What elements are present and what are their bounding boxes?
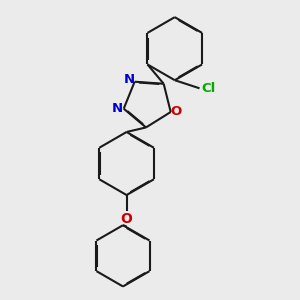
Text: Cl: Cl (202, 82, 216, 95)
Text: O: O (170, 106, 182, 118)
Text: N: N (111, 102, 122, 115)
Text: N: N (124, 73, 135, 86)
Text: O: O (121, 212, 133, 226)
